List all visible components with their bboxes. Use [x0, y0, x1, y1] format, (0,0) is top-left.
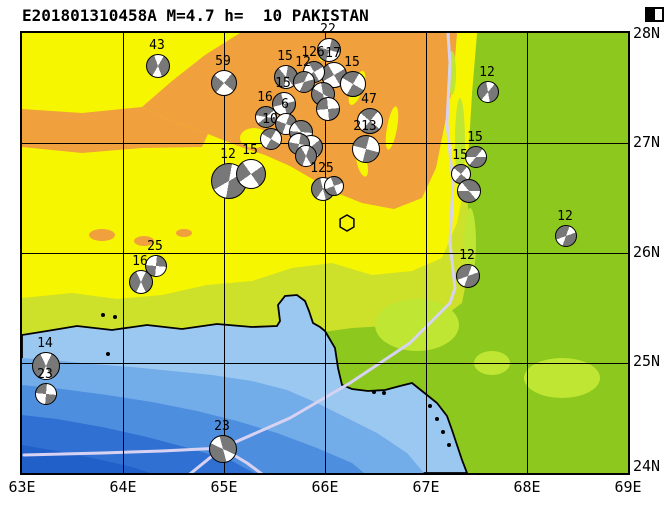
grid-line-parallel: [22, 253, 628, 254]
event-label: 43: [149, 38, 165, 53]
event-label: 12: [295, 55, 311, 70]
focal-mechanism-marker: [317, 38, 341, 62]
event-label: 6: [281, 97, 289, 112]
event-label: 15: [242, 143, 258, 158]
event-label: 125: [310, 161, 334, 176]
event-label: 15: [452, 148, 468, 163]
event-label: 16: [257, 90, 273, 105]
event-label: 16: [132, 254, 148, 269]
x-axis-label: 68E: [513, 478, 541, 496]
event-label: 14: [37, 336, 53, 351]
x-axis-label: 69E: [614, 478, 642, 496]
fault-line-branch-west: [22, 446, 224, 457]
grid-line-parallel: [22, 363, 628, 364]
focal-mechanism-marker: [340, 71, 366, 97]
focal-mechanism-marker: [477, 81, 499, 103]
event-label: 15: [275, 76, 291, 91]
fault-line-main: [188, 33, 457, 473]
focal-mechanism-marker: [352, 135, 380, 163]
y-axis-label: 28N: [633, 24, 661, 42]
event-label: 15: [344, 55, 360, 70]
focal-mechanism-marker: [456, 264, 480, 288]
focal-mechanism-marker: [260, 128, 282, 150]
event-label: 47: [361, 92, 377, 107]
event-label: 12: [220, 147, 236, 162]
page-title: E201801310458A M=4.7 h= 10 PAKISTAN: [22, 6, 369, 25]
event-label: 12: [479, 65, 495, 80]
focal-mechanism-marker: [35, 383, 57, 405]
map: 43 59 22 15 17 15 126 12 15 16 6 10 12 15 47 213 125 12 15…: [20, 23, 630, 475]
focal-mechanism-marker: [129, 270, 153, 294]
event-label: 15: [277, 49, 293, 64]
x-axis-label: 63E: [8, 478, 36, 496]
event-label: 15: [467, 130, 483, 145]
event-label: 10: [262, 112, 278, 127]
event-label: 22: [320, 22, 336, 37]
focal-mechanism-marker: [316, 97, 340, 121]
event-label: 126: [301, 45, 325, 60]
x-axis-label: 67E: [412, 478, 440, 496]
event-label: 12: [459, 248, 475, 263]
focal-mechanism-marker: [274, 65, 298, 89]
y-axis-label: 27N: [633, 133, 661, 151]
focal-mechanism-marker: [211, 70, 237, 96]
focal-mechanism-marker: [295, 145, 317, 167]
event-label: 59: [215, 54, 231, 69]
event-label: 23: [37, 367, 53, 382]
focal-mechanism-marker: [357, 108, 383, 134]
focal-mechanism-marker: [146, 54, 170, 78]
event-label: 213: [353, 119, 377, 134]
x-axis-label: 65E: [210, 478, 238, 496]
focal-mechanism-marker: [236, 159, 266, 189]
land-orange-arm: [22, 107, 208, 153]
event-label: 25: [147, 239, 163, 254]
grid-line-parallel: [22, 143, 628, 144]
x-axis-label: 64E: [109, 478, 137, 496]
y-axis-label: 25N: [633, 352, 661, 370]
focal-mechanism-marker: [293, 71, 315, 93]
focal-mechanism-marker: [145, 255, 167, 277]
focal-mechanism-marker: [324, 176, 344, 196]
y-axis-label: 26N: [633, 243, 661, 261]
event-label: 23: [214, 419, 230, 434]
x-axis-label: 66E: [311, 478, 339, 496]
focal-mechanism-marker: [32, 352, 60, 380]
ocean-depth-bands: [22, 358, 424, 473]
y-axis-label: 24N: [633, 457, 661, 475]
focal-mechanism-marker: [457, 179, 481, 203]
hexagon-marker: [339, 214, 355, 232]
focal-mechanism-marker: [555, 225, 577, 247]
logo-mark: [645, 7, 664, 22]
event-label: 17: [325, 46, 341, 61]
focal-mechanism-marker: [465, 146, 487, 168]
event-label: 12: [557, 209, 573, 224]
focal-mechanism-marker: [209, 435, 237, 463]
focal-mechanism-marker: [272, 92, 296, 116]
